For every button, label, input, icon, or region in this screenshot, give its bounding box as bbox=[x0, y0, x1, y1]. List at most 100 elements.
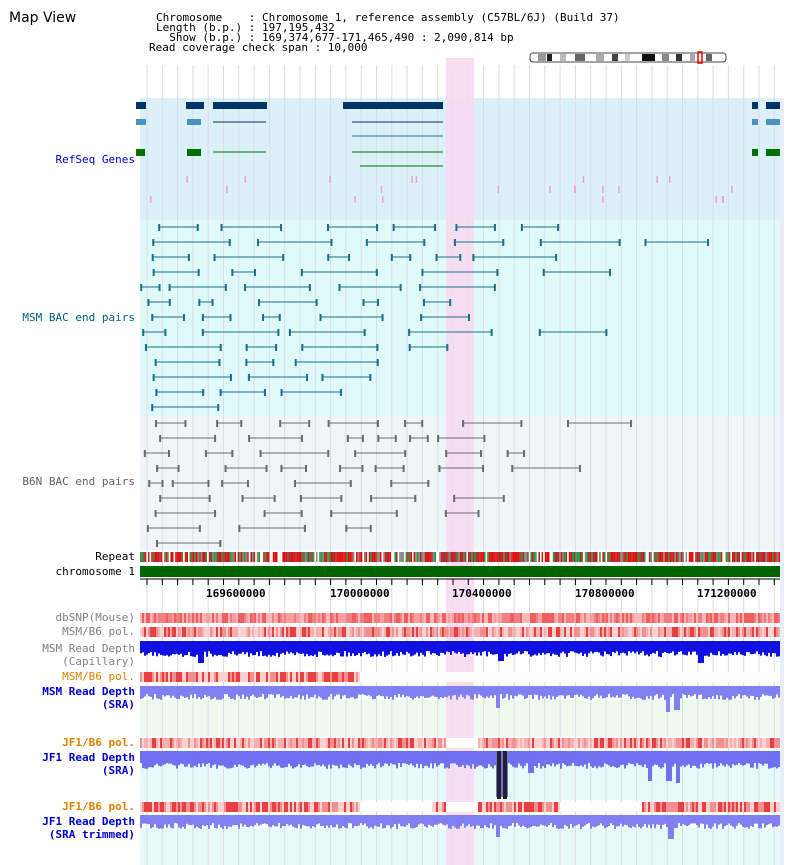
heat-bin bbox=[436, 613, 438, 623]
depth-bar bbox=[202, 751, 204, 764]
bac-end-marker bbox=[155, 540, 158, 547]
depth-bar bbox=[336, 751, 338, 766]
heat-bin bbox=[234, 613, 236, 623]
heat-bin bbox=[628, 802, 630, 812]
heat-bin bbox=[354, 802, 356, 812]
track-label-jf1-b6-pol-2[interactable]: JF1/B6 pol. bbox=[62, 800, 135, 813]
depth-bar bbox=[606, 686, 608, 698]
heat-bin bbox=[342, 627, 344, 637]
depth-bar bbox=[514, 815, 516, 828]
depth-bar bbox=[242, 751, 244, 766]
heat-bin bbox=[560, 613, 562, 623]
heat-bin bbox=[628, 613, 630, 623]
track-label-repeat[interactable]: Repeat bbox=[95, 550, 135, 563]
heat-bin bbox=[632, 613, 634, 623]
depth-bar bbox=[696, 751, 698, 768]
depth-bar bbox=[408, 751, 410, 765]
heat-bin bbox=[712, 802, 714, 812]
depth-bar bbox=[486, 686, 488, 697]
heat-bin bbox=[162, 627, 164, 637]
repeat-mark bbox=[669, 552, 672, 562]
depth-bar bbox=[286, 751, 288, 768]
depth-bar bbox=[664, 686, 666, 700]
heat-bin bbox=[676, 613, 678, 623]
track-label-jf1-b6-pol[interactable]: JF1/B6 pol. bbox=[62, 736, 135, 749]
heat-bin bbox=[714, 738, 716, 748]
depth-bar bbox=[352, 815, 354, 829]
heat-bin bbox=[366, 738, 368, 748]
depth-bar bbox=[164, 686, 166, 697]
bac-end-marker bbox=[480, 450, 483, 457]
heat-bin bbox=[756, 672, 758, 682]
repeat-mark bbox=[421, 552, 424, 562]
depth-bar bbox=[768, 686, 770, 696]
depth-bar bbox=[324, 751, 326, 767]
repeat-mark bbox=[183, 552, 185, 562]
heat-bin bbox=[452, 738, 454, 748]
heat-bin bbox=[530, 802, 532, 812]
depth-bar bbox=[570, 751, 572, 766]
depth-bar bbox=[704, 686, 706, 699]
heat-bin bbox=[740, 802, 742, 812]
depth-bar bbox=[258, 641, 260, 657]
heat-bin bbox=[480, 613, 482, 623]
depth-bar bbox=[330, 641, 332, 655]
heat-bin bbox=[312, 738, 314, 748]
ruler-tick-label: 170800000 bbox=[575, 587, 635, 600]
heat-bin bbox=[718, 738, 720, 748]
depth-bar bbox=[682, 641, 684, 655]
track-label-refseq[interactable]: RefSeq Genes bbox=[55, 153, 135, 166]
heat-bin bbox=[444, 738, 446, 748]
track-label-msm-depth-sra[interactable]: MSM Read Depth bbox=[42, 685, 135, 698]
depth-bar bbox=[584, 641, 586, 654]
depth-bar bbox=[214, 641, 216, 655]
heat-bin bbox=[316, 738, 318, 748]
track-label-dbsnp[interactable]: dbSNP(Mouse) bbox=[55, 611, 135, 624]
heat-bin bbox=[238, 613, 240, 623]
heat-bin bbox=[432, 627, 434, 637]
heat-bin bbox=[722, 613, 724, 623]
repeat-mark bbox=[271, 552, 273, 562]
heat-bin bbox=[590, 672, 592, 682]
track-label-jf1-depth-trimmed[interactable]: JF1 Read Depth bbox=[42, 815, 135, 828]
heat-bin bbox=[756, 802, 758, 812]
heat-bin bbox=[696, 627, 698, 637]
depth-bar bbox=[522, 686, 524, 696]
heat-bin bbox=[674, 738, 676, 748]
depth-bar bbox=[652, 815, 654, 825]
heat-bin bbox=[172, 672, 174, 682]
track-label-b6n-bac[interactable]: B6N BAC end pairs bbox=[22, 475, 135, 488]
depth-bar bbox=[234, 641, 236, 655]
heat-bin bbox=[754, 672, 756, 682]
track-label-msm-b6-pol-2[interactable]: MSM/B6 pol. bbox=[62, 670, 135, 683]
depth-bar bbox=[378, 686, 380, 696]
heat-bin bbox=[224, 672, 226, 682]
bac-end-marker bbox=[420, 314, 423, 321]
heat-bin bbox=[728, 738, 730, 748]
track-label-msm-bac[interactable]: MSM BAC end pairs bbox=[22, 311, 135, 324]
repeat-mark bbox=[268, 552, 270, 562]
heat-bin bbox=[362, 627, 364, 637]
heat-bin bbox=[312, 802, 314, 812]
depth-bar bbox=[624, 815, 626, 825]
depth-bar bbox=[486, 751, 488, 769]
track-label-msm-b6-pol[interactable]: MSM/B6 pol. bbox=[62, 625, 135, 638]
heat-bin bbox=[324, 802, 326, 812]
heat-bin bbox=[146, 627, 148, 637]
track-label-jf1-depth-sra[interactable]: JF1 Read Depth bbox=[42, 751, 135, 764]
track-label-msm-depth-capillary[interactable]: MSM Read Depth bbox=[42, 642, 135, 655]
depth-bar bbox=[458, 815, 460, 829]
repeat-mark bbox=[516, 552, 518, 562]
bac-end-marker bbox=[229, 314, 232, 321]
heat-bin bbox=[182, 627, 184, 637]
depth-bar bbox=[580, 815, 582, 829]
depth-bar bbox=[606, 751, 608, 765]
heat-bin bbox=[648, 627, 650, 637]
bac-end-marker bbox=[182, 314, 185, 321]
heat-bin bbox=[400, 627, 402, 637]
heat-bin bbox=[340, 627, 342, 637]
heat-bin bbox=[588, 802, 590, 812]
depth-bar bbox=[288, 641, 290, 654]
depth-bar bbox=[376, 641, 378, 657]
